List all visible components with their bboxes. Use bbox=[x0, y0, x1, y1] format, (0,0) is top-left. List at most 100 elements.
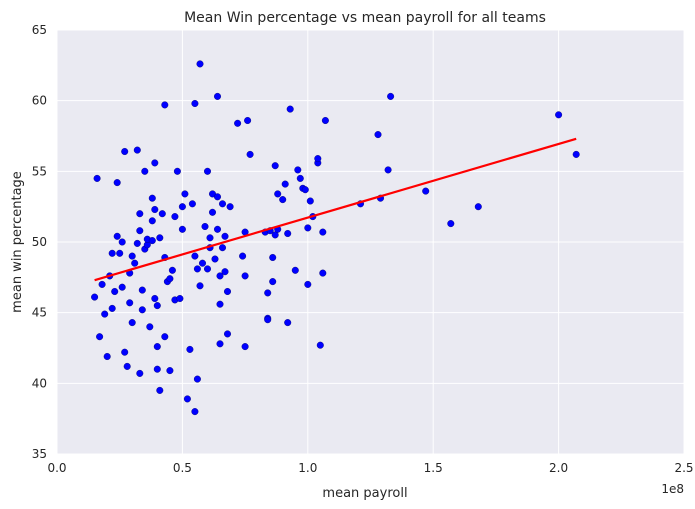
data-point bbox=[121, 148, 128, 155]
data-point bbox=[184, 396, 191, 403]
data-point bbox=[284, 230, 291, 237]
data-point bbox=[222, 268, 229, 275]
data-point bbox=[305, 225, 312, 232]
data-point bbox=[292, 267, 299, 274]
data-point bbox=[121, 349, 128, 356]
x-tick-label: 0.0 bbox=[47, 461, 66, 475]
data-point bbox=[114, 179, 121, 186]
data-point bbox=[244, 117, 251, 124]
y-tick-label: 50 bbox=[32, 235, 47, 249]
data-point bbox=[192, 100, 199, 107]
data-point bbox=[154, 343, 161, 350]
data-point bbox=[134, 147, 141, 154]
data-point bbox=[174, 168, 181, 175]
data-point bbox=[242, 343, 249, 350]
x-tick-label: 2.0 bbox=[549, 461, 568, 475]
data-point bbox=[264, 290, 271, 297]
data-point bbox=[448, 220, 455, 227]
data-point bbox=[269, 254, 276, 261]
data-point bbox=[302, 186, 309, 193]
data-point bbox=[192, 408, 199, 415]
data-point bbox=[119, 284, 126, 291]
data-point bbox=[194, 266, 201, 273]
data-point bbox=[197, 61, 204, 68]
data-point bbox=[149, 218, 156, 225]
x-tick-label: 2.5 bbox=[674, 461, 693, 475]
data-point bbox=[269, 278, 276, 285]
data-point bbox=[96, 333, 103, 340]
data-point bbox=[297, 175, 304, 182]
data-point bbox=[385, 167, 392, 174]
data-point bbox=[219, 244, 226, 251]
data-point bbox=[219, 201, 226, 208]
data-point bbox=[182, 191, 189, 198]
data-point bbox=[295, 167, 302, 174]
data-point bbox=[149, 237, 156, 244]
data-point bbox=[234, 120, 241, 127]
data-point bbox=[322, 117, 329, 124]
y-tick-labels: 35 40 45 50 55 60 65 bbox=[32, 23, 47, 461]
x-tick-labels: 0.0 0.5 1.0 1.5 2.0 2.5 bbox=[47, 461, 693, 475]
data-point bbox=[157, 387, 164, 394]
data-point bbox=[279, 196, 286, 203]
data-point bbox=[217, 301, 224, 308]
data-point bbox=[109, 305, 116, 312]
data-point bbox=[207, 235, 214, 242]
data-point bbox=[142, 168, 149, 175]
x-offset-label: 1e8 bbox=[661, 482, 684, 496]
data-point bbox=[224, 331, 231, 338]
data-point bbox=[167, 367, 174, 374]
data-point bbox=[104, 353, 111, 360]
x-tick-label: 1.0 bbox=[298, 461, 317, 475]
data-point bbox=[317, 342, 324, 349]
data-point bbox=[202, 223, 209, 230]
data-point bbox=[555, 112, 562, 119]
data-point bbox=[149, 195, 156, 202]
data-point bbox=[154, 302, 161, 309]
data-point bbox=[139, 287, 146, 294]
data-point bbox=[475, 203, 482, 210]
data-point bbox=[111, 288, 118, 295]
data-point bbox=[187, 346, 194, 353]
data-point bbox=[197, 283, 204, 290]
data-point bbox=[94, 175, 101, 182]
data-point bbox=[139, 307, 146, 314]
data-point bbox=[152, 160, 159, 167]
data-point bbox=[320, 270, 327, 277]
data-point bbox=[214, 226, 221, 233]
data-point bbox=[137, 210, 144, 217]
data-point bbox=[264, 316, 271, 323]
data-point bbox=[91, 294, 98, 301]
y-tick-label: 45 bbox=[32, 306, 47, 320]
chart-title: Mean Win percentage vs mean payroll for … bbox=[184, 10, 546, 26]
y-axis-label: mean win percentage bbox=[10, 171, 25, 313]
data-point bbox=[152, 206, 159, 213]
data-point bbox=[129, 253, 136, 260]
data-point bbox=[189, 201, 196, 208]
data-point bbox=[224, 288, 231, 295]
data-point bbox=[124, 363, 131, 370]
data-point bbox=[169, 267, 176, 274]
data-point bbox=[387, 93, 394, 100]
data-point bbox=[177, 295, 184, 302]
data-point bbox=[307, 198, 314, 205]
x-tick-label: 0.5 bbox=[173, 461, 192, 475]
data-point bbox=[305, 281, 312, 288]
data-point bbox=[172, 213, 179, 220]
data-point bbox=[134, 240, 141, 247]
data-point bbox=[422, 188, 429, 195]
data-point bbox=[204, 168, 211, 175]
data-point bbox=[217, 341, 224, 348]
data-point bbox=[119, 239, 126, 246]
data-point bbox=[129, 319, 136, 326]
data-point bbox=[375, 131, 382, 138]
y-tick-label: 55 bbox=[32, 164, 47, 178]
x-axis-label: mean payroll bbox=[322, 486, 407, 501]
data-point bbox=[137, 227, 144, 234]
data-point bbox=[179, 203, 186, 210]
data-point bbox=[222, 233, 229, 240]
data-point bbox=[239, 253, 246, 260]
data-point bbox=[109, 250, 116, 257]
